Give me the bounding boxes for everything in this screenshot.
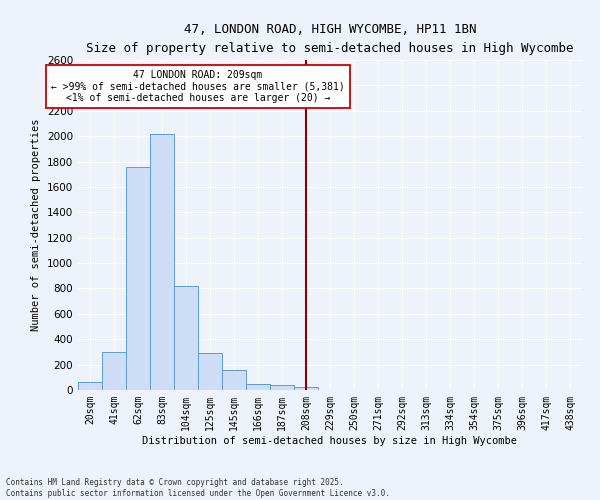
Bar (126, 166, 150, 390)
Bar (174, 286, 198, 390)
Bar (198, 353, 222, 390)
Bar (102, 352, 126, 390)
Title: 47, LONDON ROAD, HIGH WYCOMBE, HP11 1BN
Size of property relative to semi-detach: 47, LONDON ROAD, HIGH WYCOMBE, HP11 1BN … (86, 22, 574, 54)
Y-axis label: Number of semi-detached properties: Number of semi-detached properties (31, 118, 41, 331)
X-axis label: Distribution of semi-detached houses by size in High Wycombe: Distribution of semi-detached houses by … (143, 436, 517, 446)
Bar (150, 134, 174, 390)
Bar (222, 370, 246, 390)
Bar (270, 385, 294, 390)
Text: Contains HM Land Registry data © Crown copyright and database right 2025.
Contai: Contains HM Land Registry data © Crown c… (6, 478, 390, 498)
Bar (246, 384, 270, 390)
Bar (78, 382, 102, 390)
Text: 47 LONDON ROAD: 209sqm
← >99% of semi-detached houses are smaller (5,381)
<1% of: 47 LONDON ROAD: 209sqm ← >99% of semi-de… (51, 70, 345, 103)
Bar (294, 388, 318, 390)
